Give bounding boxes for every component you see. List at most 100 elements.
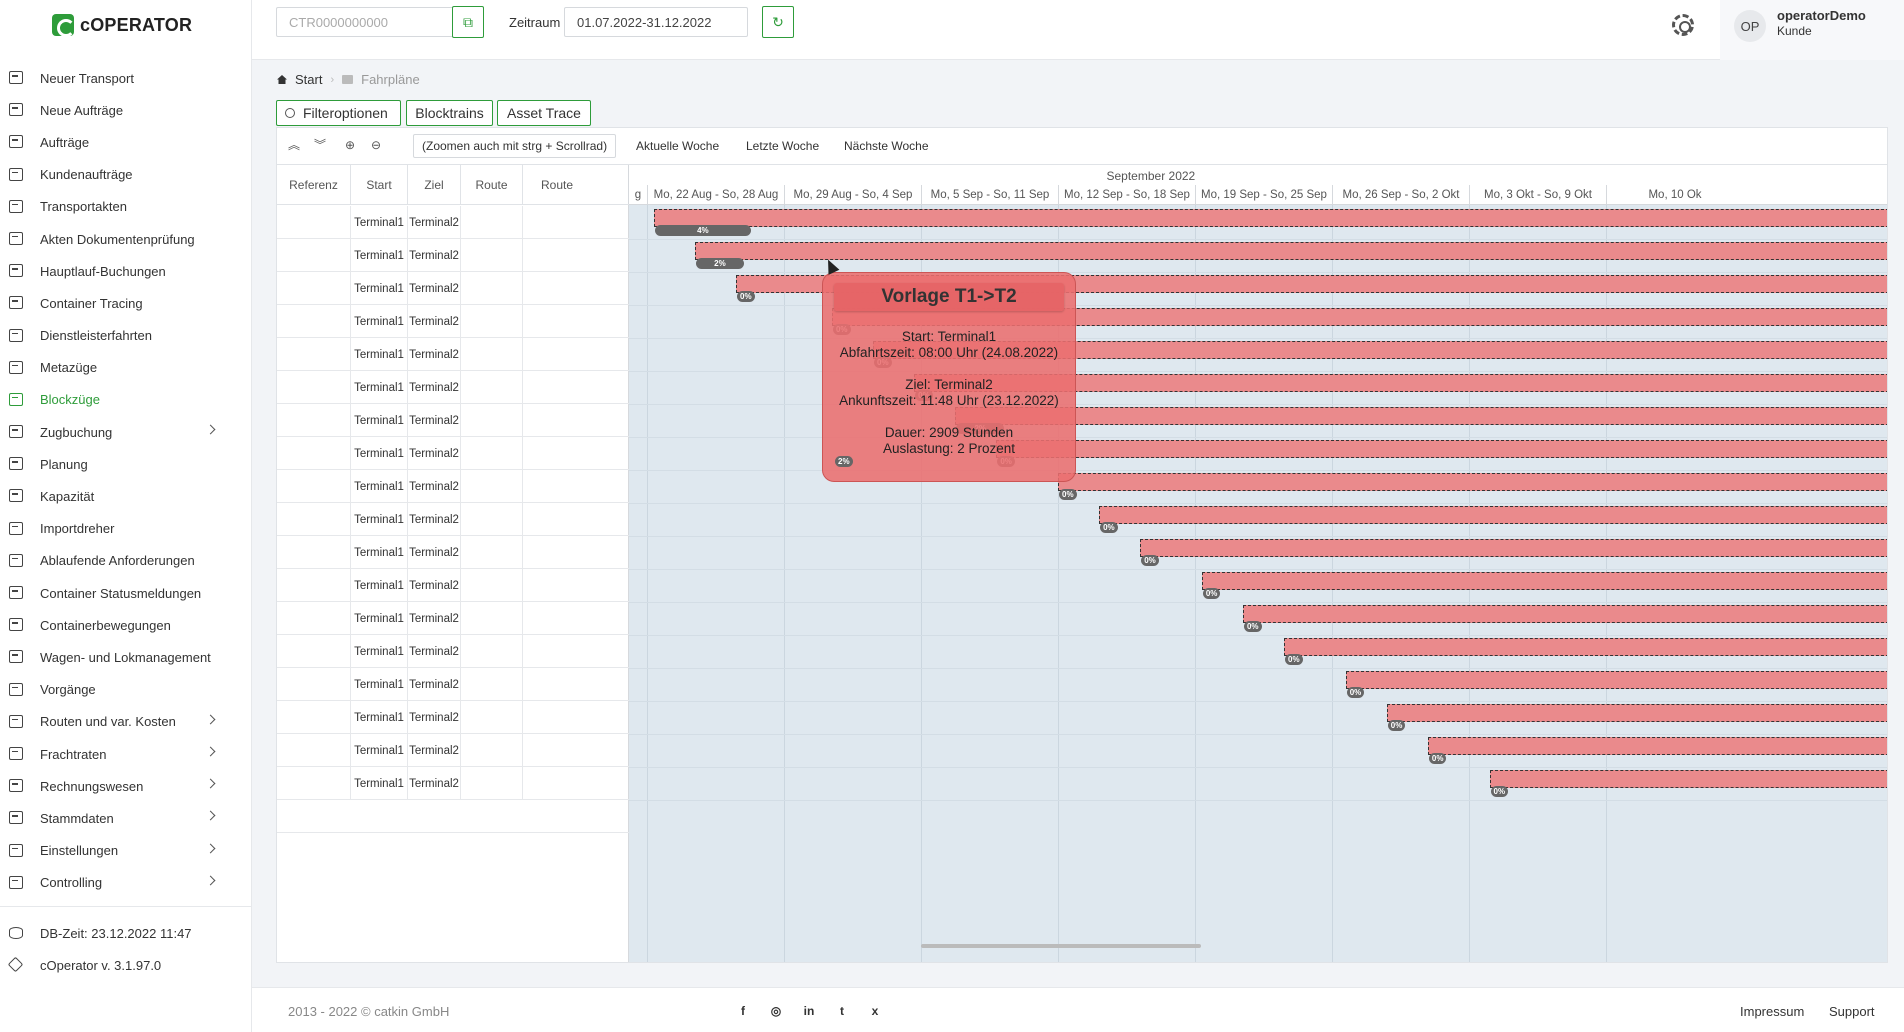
- sidebar-item-rechnungswesen[interactable]: Rechnungswesen: [0, 770, 252, 802]
- column-header-referenz[interactable]: Referenz: [277, 165, 351, 205]
- sidebar-item-hauptlauf-buchungen[interactable]: Hauptlauf-Buchungen: [0, 255, 252, 287]
- user-menu[interactable]: OP operatorDemo Kunde: [1720, 0, 1904, 60]
- facebook-icon[interactable]: f: [741, 1004, 745, 1018]
- gantt-bar[interactable]: [1386, 704, 1887, 722]
- horizontal-scrollbar[interactable]: [921, 944, 1201, 948]
- gantt-bar[interactable]: [996, 440, 1887, 458]
- sidebar-item-zugbuchung[interactable]: Zugbuchung: [0, 416, 252, 448]
- column-header-route-2[interactable]: Route: [541, 178, 574, 192]
- asset-trace-button[interactable]: Asset Trace: [497, 100, 591, 126]
- table-row[interactable]: Terminal1 Terminal2: [277, 272, 629, 305]
- tooltip-start: Start: Terminal1: [901, 329, 997, 344]
- linkedin-icon[interactable]: in: [803, 1004, 815, 1018]
- sidebar-item-controlling[interactable]: Controlling: [0, 867, 252, 899]
- column-header-route[interactable]: Route: [461, 165, 523, 205]
- zoom-out-icon[interactable]: ⊖: [370, 138, 382, 152]
- sidebar-item-container-tracing[interactable]: Container Tracing: [0, 287, 252, 319]
- table-row[interactable]: Terminal1 Terminal2: [277, 569, 629, 602]
- gantt-bar[interactable]: [1201, 572, 1887, 590]
- gantt-bar[interactable]: [1489, 770, 1887, 788]
- impressum-link[interactable]: Impressum: [1740, 1004, 1805, 1019]
- gantt-bar[interactable]: [1242, 605, 1887, 623]
- cell-start: Terminal1: [351, 239, 408, 272]
- table-row[interactable]: Terminal1 Terminal2: [277, 239, 629, 272]
- sidebar-item-aufträge[interactable]: Aufträge: [0, 126, 252, 158]
- cell-ziel: Terminal2: [408, 668, 461, 701]
- app-logo[interactable]: cOPERATOR: [52, 14, 192, 37]
- table-row[interactable]: Terminal1 Terminal2: [277, 701, 629, 734]
- sidebar-item-frachtraten[interactable]: Frachtraten: [0, 738, 252, 770]
- instagram-icon[interactable]: ◎: [770, 1004, 782, 1018]
- cell-ziel: Terminal2: [408, 371, 461, 404]
- sidebar-item-kapazität[interactable]: Kapazität: [0, 480, 252, 512]
- xing-icon[interactable]: x: [871, 1004, 879, 1018]
- sidebar-item-einstellungen[interactable]: Einstellungen: [0, 835, 252, 867]
- refresh-button[interactable]: ↻: [762, 6, 794, 38]
- gantt-bar[interactable]: [1284, 638, 1887, 656]
- week-gridline: [647, 205, 648, 962]
- sidebar-item-planung[interactable]: Planung: [0, 448, 252, 480]
- current-week-link[interactable]: Aktuelle Woche: [636, 139, 720, 153]
- table-row[interactable]: Terminal1 Terminal2: [277, 503, 629, 536]
- gantt-bar[interactable]: [653, 209, 1887, 227]
- filter-options-button[interactable]: Filteroptionen: [276, 100, 401, 126]
- settings-gear-icon[interactable]: [1672, 14, 1694, 36]
- sidebar-item-stammdaten[interactable]: Stammdaten: [0, 802, 252, 834]
- sidebar-item-kundenaufträge[interactable]: Kundenaufträge: [0, 159, 252, 191]
- table-row[interactable]: Terminal1 Terminal2: [277, 536, 629, 569]
- cube-icon: [9, 264, 23, 278]
- sidebar-item-transportakten[interactable]: Transportakten: [0, 191, 252, 223]
- sidebar-item-routen-und-var-kosten[interactable]: Routen und var. Kosten: [0, 706, 252, 738]
- gantt-bar[interactable]: [1140, 539, 1887, 557]
- gantt-bar[interactable]: [1427, 737, 1887, 755]
- sidebar-item-containerbewegungen[interactable]: Containerbewegungen: [0, 609, 252, 641]
- column-header-start[interactable]: Start: [351, 165, 408, 205]
- table-row[interactable]: Terminal1 Terminal2: [277, 635, 629, 668]
- sidebar-item-importdreher[interactable]: Importdreher: [0, 513, 252, 545]
- table-row[interactable]: Terminal1 Terminal2: [277, 734, 629, 767]
- gantt-bar[interactable]: [1099, 506, 1887, 524]
- breadcrumb-start[interactable]: Start: [295, 72, 323, 87]
- table-row[interactable]: Terminal1 Terminal2: [277, 602, 629, 635]
- sidebar-item-akten-dokumentenprüfung[interactable]: Akten Dokumentenprüfung: [0, 223, 252, 255]
- table-row[interactable]: Terminal1 Terminal2: [277, 470, 629, 503]
- cell-referenz: [277, 536, 351, 569]
- gantt-bar[interactable]: [694, 242, 1887, 260]
- zoom-in-icon[interactable]: ⊕: [344, 138, 356, 152]
- sidebar-item-vorgänge[interactable]: Vorgänge: [0, 674, 252, 706]
- container-icon: [9, 167, 23, 181]
- table-row[interactable]: Terminal1 Terminal2: [277, 371, 629, 404]
- sidebar-item-ablaufende-anforderungen[interactable]: Ablaufende Anforderungen: [0, 545, 252, 577]
- sidebar-item-metazüge[interactable]: Metazüge: [0, 352, 252, 384]
- table-row[interactable]: Terminal1 Terminal2: [277, 668, 629, 701]
- open-external-button[interactable]: ⧉: [452, 6, 484, 38]
- ctr-search-input[interactable]: [276, 7, 454, 37]
- table-row[interactable]: Terminal1 Terminal2: [277, 305, 629, 338]
- sidebar-item-neue-aufträge[interactable]: Neue Aufträge: [0, 94, 252, 126]
- sidebar-item-container-statusmeldungen[interactable]: Container Statusmeldungen: [0, 577, 252, 609]
- sidebar-item-label: Controlling: [40, 875, 103, 891]
- table-row[interactable]: Terminal1 Terminal2: [277, 767, 629, 800]
- table-row[interactable]: Terminal1 Terminal2: [277, 404, 629, 437]
- sidebar-item-neuer-transport[interactable]: Neuer Transport: [0, 62, 252, 94]
- gantt-bar[interactable]: [1345, 671, 1887, 689]
- table-row[interactable]: Terminal1 Terminal2: [277, 338, 629, 371]
- gantt-bar[interactable]: [955, 407, 1887, 425]
- last-week-link[interactable]: Letzte Woche: [746, 139, 820, 153]
- table-row[interactable]: Terminal1 Terminal2: [277, 206, 629, 239]
- sidebar-item-wagen-und-lokmanagement[interactable]: Wagen- und Lokmanagement: [0, 641, 252, 673]
- twitter-icon[interactable]: t: [840, 1004, 844, 1018]
- blocktrains-button[interactable]: Blocktrains: [406, 100, 493, 126]
- cell-route-2: [523, 371, 629, 404]
- gantt-bar[interactable]: [1058, 473, 1887, 491]
- support-link[interactable]: Support: [1829, 1004, 1875, 1019]
- next-week-link[interactable]: Nächste Woche: [844, 139, 929, 153]
- zeitraum-input[interactable]: [564, 7, 748, 37]
- expand-all-icon[interactable]: ︾: [313, 138, 326, 152]
- zoom-hint[interactable]: (Zoomen auch mit strg + Scrollrad): [413, 134, 617, 158]
- sidebar-item-dienstleisterfahrten[interactable]: Dienstleisterfahrten: [0, 320, 252, 352]
- sidebar-item-blockzüge[interactable]: Blockzüge: [0, 384, 252, 416]
- column-header-ziel[interactable]: Ziel: [408, 165, 461, 205]
- collapse-all-icon[interactable]: ︽: [287, 138, 300, 152]
- table-row[interactable]: Terminal1 Terminal2: [277, 437, 629, 470]
